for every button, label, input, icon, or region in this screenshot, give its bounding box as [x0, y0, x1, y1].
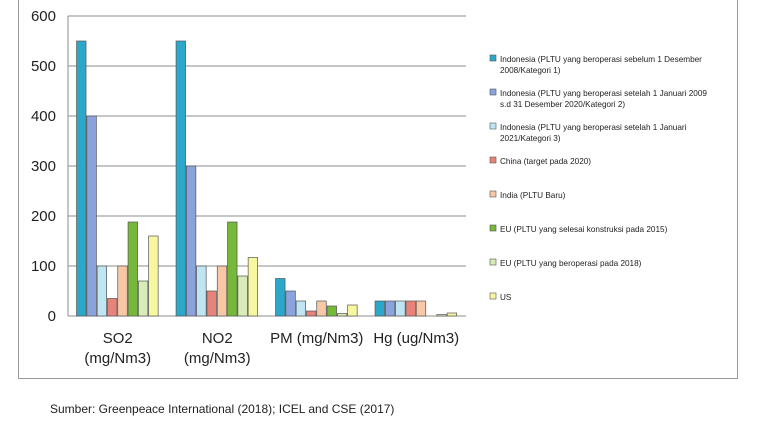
bar	[275, 278, 286, 317]
legend-label: India (PLTU Baru)	[500, 191, 566, 200]
bar	[337, 313, 348, 317]
emission-standards-chart: 0 100 200 300 400 500 600 SO2 (mg/Nm3) NO2 (mg/Nm3…	[31, 8, 707, 367]
bar	[395, 300, 406, 317]
legend-label: Indonesia (PLTU yang beroperasi sebelum …	[500, 55, 702, 64]
bar	[86, 115, 97, 317]
bar	[127, 221, 138, 317]
bar	[415, 300, 427, 317]
y-tick-label: 100	[31, 258, 56, 275]
bar	[216, 265, 228, 317]
bar	[405, 300, 416, 317]
bar	[436, 314, 447, 317]
bar	[138, 280, 149, 317]
bar	[175, 40, 186, 317]
legend-swatch	[489, 190, 497, 198]
bar	[96, 265, 108, 317]
legend-swatch	[489, 224, 497, 232]
legend-swatch	[489, 258, 497, 266]
legend-label: China (target pada 2020)	[500, 157, 591, 166]
bar	[347, 304, 358, 317]
x-category-label: NO2	[202, 330, 233, 347]
bar	[295, 300, 306, 317]
legend-label: s.d 31 Desember 2020/Kategori 2)	[500, 100, 625, 109]
bar	[374, 300, 385, 317]
y-tick-label: 0	[48, 308, 56, 325]
legend-label: 2008/Kategori 1)	[500, 66, 561, 75]
legend-label: EU (PLTU yang beroperasi pada 2018)	[500, 259, 642, 268]
bar	[285, 290, 296, 317]
legend-swatch	[489, 54, 497, 62]
legend-label: 2021/Kategori 3)	[500, 134, 561, 143]
x-category-label: (mg/Nm3)	[84, 350, 151, 367]
x-category-label: SO2	[103, 330, 133, 347]
source-note: Sumber: Greenpeace International (2018);…	[50, 402, 395, 416]
bar	[186, 165, 197, 317]
y-tick-label: 400	[31, 108, 56, 125]
legend-label: Indonesia (PLTU yang beroperasi setelah …	[500, 89, 707, 98]
bar	[385, 300, 396, 317]
legend-swatch	[489, 156, 497, 164]
x-category-label: Hg (ug/Nm3)	[373, 330, 459, 347]
y-tick-label: 600	[31, 8, 56, 25]
x-category-label: PM (mg/Nm3)	[270, 330, 363, 347]
legend-swatch	[489, 292, 497, 300]
x-category-label: (mg/Nm3)	[184, 350, 251, 367]
bar	[148, 235, 159, 317]
bar	[206, 290, 217, 317]
bar	[76, 40, 87, 317]
legend-label: EU (PLTU yang selesai konstruksi pada 20…	[500, 225, 668, 234]
y-tick-label: 200	[31, 208, 56, 225]
bar	[306, 310, 317, 317]
legend-label: US	[500, 293, 512, 302]
legend-swatch	[489, 122, 497, 130]
y-tick-label: 500	[31, 58, 56, 75]
bar	[446, 312, 457, 317]
bar	[326, 305, 337, 317]
bar	[316, 300, 327, 317]
legend-label: Indonesia (PLTU yang beroperasi setelah …	[500, 123, 687, 132]
bar	[247, 257, 258, 317]
bar	[107, 298, 118, 317]
y-tick-label: 300	[31, 158, 56, 175]
bar	[117, 265, 128, 317]
bar	[196, 265, 207, 317]
legend-swatch	[489, 88, 497, 96]
bar	[237, 275, 248, 317]
bar	[227, 221, 238, 317]
